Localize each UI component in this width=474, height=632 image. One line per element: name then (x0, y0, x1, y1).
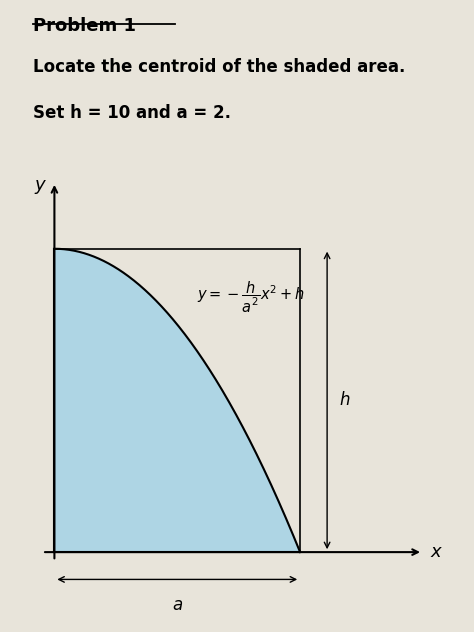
Point (30, 20, 36, 27)
Text: Set h = 10 and a = 2.: Set h = 10 and a = 2. (33, 104, 231, 122)
Text: Problem 1: Problem 1 (33, 16, 136, 35)
Text: $y = -\dfrac{h}{a^2}x^2 + h$: $y = -\dfrac{h}{a^2}x^2 + h$ (197, 280, 305, 315)
Text: x: x (430, 543, 441, 561)
Point (173, 20, 178, 27)
Polygon shape (55, 249, 300, 552)
Text: y: y (34, 176, 45, 194)
Text: h: h (339, 391, 350, 410)
Text: Locate the centroid of the shaded area.: Locate the centroid of the shaded area. (33, 58, 406, 76)
Text: a: a (172, 596, 182, 614)
